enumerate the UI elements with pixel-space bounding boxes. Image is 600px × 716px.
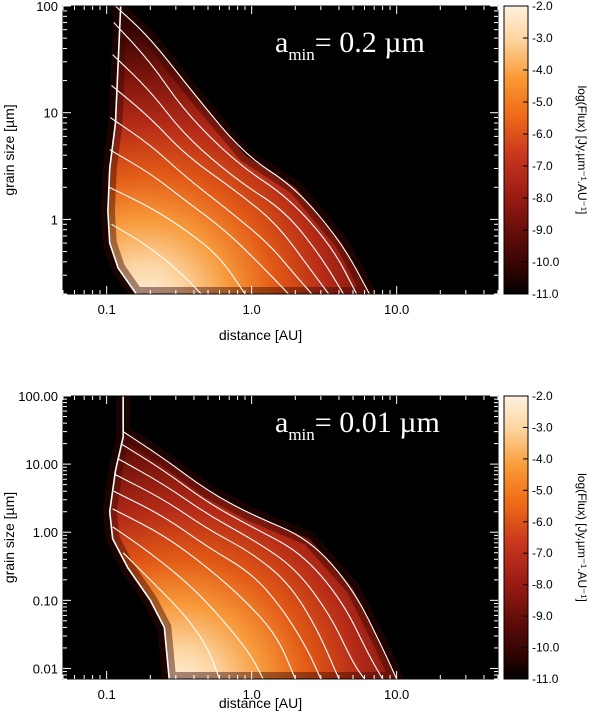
amin-annotation: amin= 0.2 µm [275,26,425,64]
colorbar-tick-label: -5.0 [532,483,553,497]
contour-line [108,186,246,294]
x-axis-label: distance [AU] [219,695,302,711]
y-axis-label: grain size [µm] [1,492,17,583]
colorbar-tick-label: -2.0 [532,0,553,13]
colorbar-tick-label: -11.0 [532,672,559,686]
y-tick-label: 10 [44,106,58,121]
colorbar-tick-label: -4.0 [532,452,553,466]
x-tick-label: 0.1 [98,687,116,702]
panel-top: 0.1 1.0 10.0 1 10 100 distance [AU] grain size … [1,0,589,343]
x-tick-label: 10.0 [384,302,409,317]
contour-line [117,458,365,679]
y-tick-label: 0.10 [33,593,58,608]
y-tick-label: 100.00 [18,389,58,404]
colorbar-tick-label: -2.0 [532,389,553,403]
amin-annotation: amin= 0.01 µm [275,406,440,444]
colorbar-label: log(Flux) [Jy.µm⁻¹.AU⁻¹] [575,473,589,602]
colorbar-tick-label: -3.0 [532,420,553,434]
x-tick-label: 0.1 [98,302,116,317]
colorbar-tick-label: -6.0 [532,515,553,529]
contour-line [112,508,296,679]
colorbar-gradient [503,395,529,680]
y-axis-label: grain size [µm] [1,104,17,195]
contour-line [112,54,344,294]
panel-bottom: 0.1 1.0 10.0 0.01 0.10 1.00 10.00 100.00 distanc… [1,389,589,711]
plot-frame [62,5,499,295]
contour-line [122,552,220,679]
contour-line [115,6,371,294]
contour-line [120,443,384,679]
y-tick-label: 10.00 [25,457,58,472]
colorbar-tick-label: -4.0 [532,63,553,77]
x-tick-label: 1.0 [243,687,261,702]
colorbar-tick-label: -3.0 [532,31,553,45]
colorbar-gradient [503,5,529,295]
plot-frame [62,395,499,680]
colorbar-tick-label: -7.0 [532,159,553,173]
contour-line [111,85,330,294]
contour-line [115,474,340,679]
y-tick-label: 100 [36,0,58,14]
colorbar-tick-label: -8.0 [532,191,553,205]
colorbar-tick-label: -9.0 [532,223,553,237]
contour-line [109,149,290,294]
colorbar-tick-label: -7.0 [532,546,553,560]
colorbar: -2.0 -3.0 -4.0 -5.0 -6.0 -7.0 -8.0 -9.0 -10.0 -11… [503,0,589,301]
contour-line [112,526,264,679]
colorbar: -2.0 -3.0 -4.0 -5.0 -6.0 -7.0 -8.0 -9.0 -10.0 -11… [503,389,589,686]
x-axis-label: distance [AU] [219,327,302,343]
y-tick-label: 0.01 [33,661,58,676]
x-tick-label: 1.0 [243,302,261,317]
x-tick-label: 10.0 [384,687,409,702]
contour-line [113,490,322,679]
colorbar-label: log(Flux) [Jy.µm⁻¹.AU⁻¹] [575,86,589,215]
colorbar-tick-label: -11.0 [532,287,559,301]
colorbar-tick-label: -10.0 [532,641,560,655]
contour-line [110,117,313,294]
contour-line [122,431,398,679]
contour-line [113,22,358,294]
contour-line [111,223,202,294]
colorbar-tick-label: -9.0 [532,609,553,623]
colorbar-tick-label: -6.0 [532,127,553,141]
colorbar-tick-label: -8.0 [532,578,553,592]
sublimation-edge [107,6,137,294]
y-tick-label: 1.00 [33,525,58,540]
colorbar-tick-label: -5.0 [532,95,553,109]
colorbar-tick-label: -10.0 [532,255,560,269]
sublimation-edge [108,396,170,679]
y-tick-label: 1 [51,212,58,227]
